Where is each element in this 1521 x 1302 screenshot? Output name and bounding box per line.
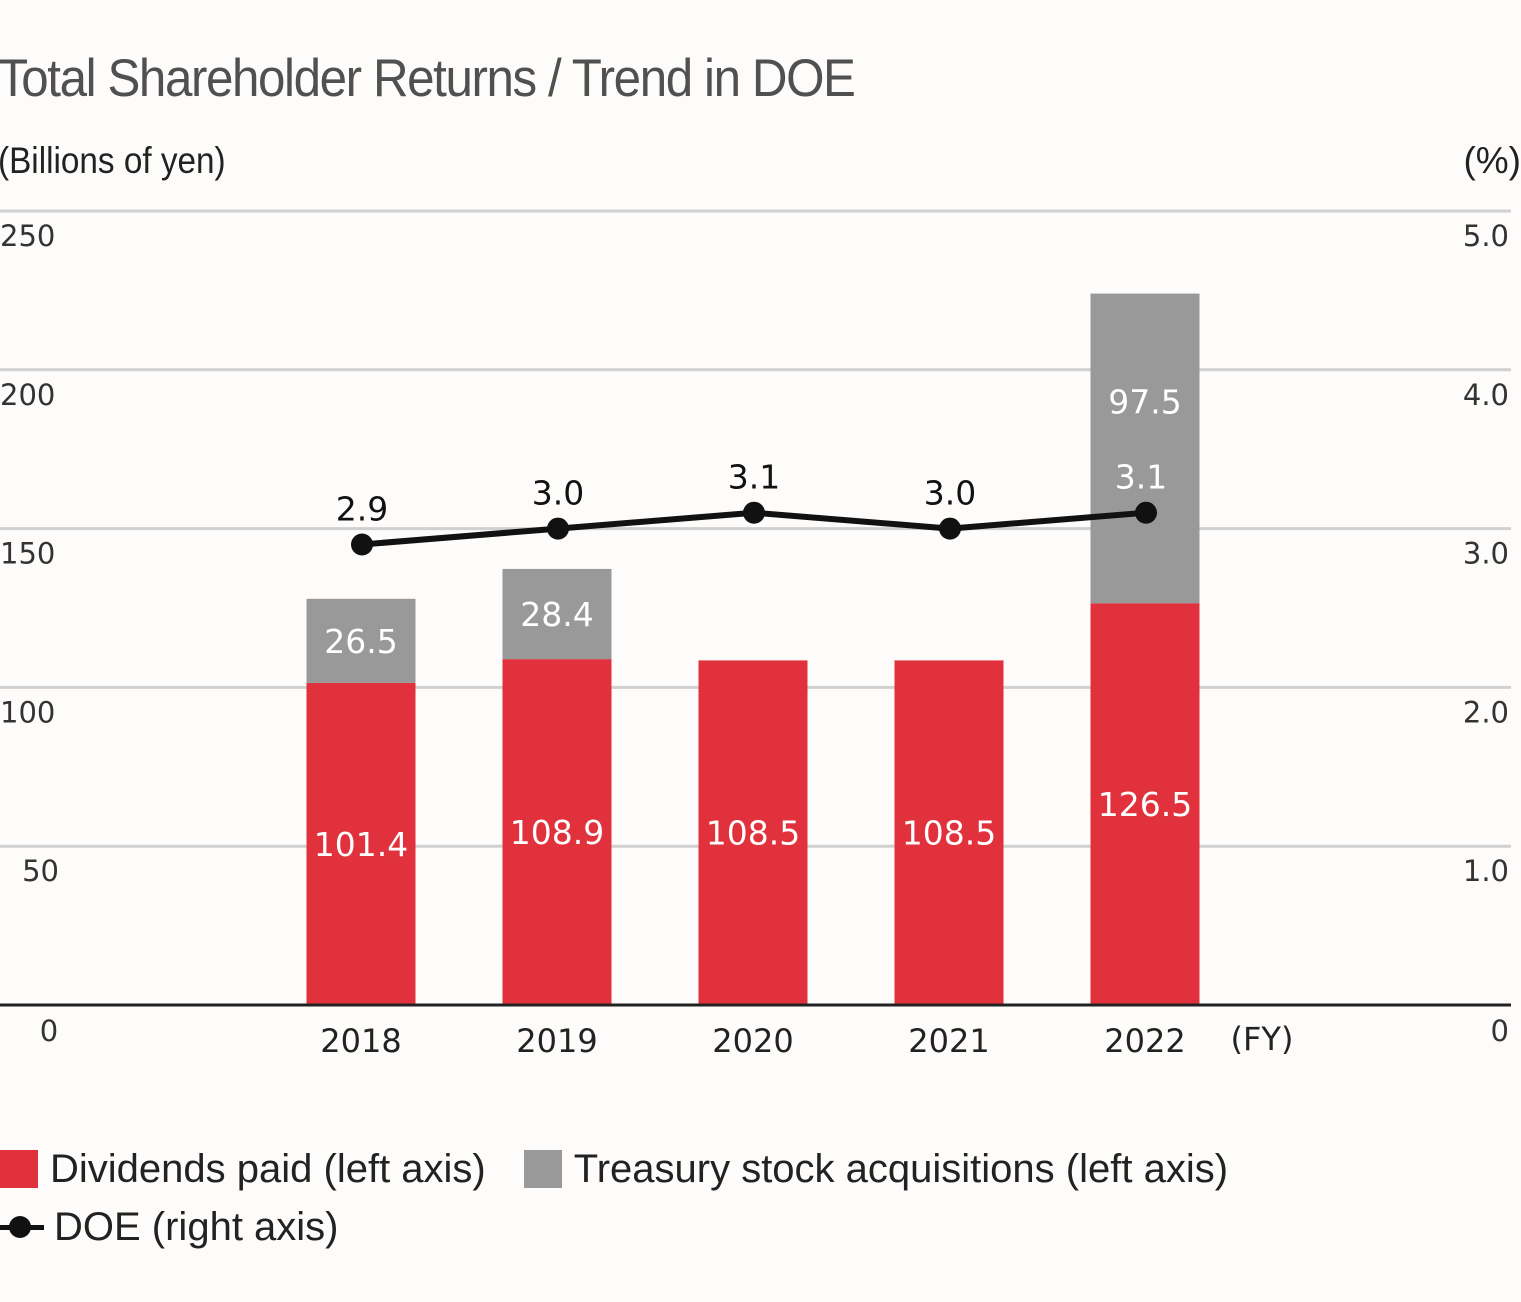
right-axis-unit-label: (%)	[1463, 140, 1521, 181]
legend-item-dividends: Dividends paid (left axis)	[0, 1147, 486, 1192]
bars: 101.4 26.5 108.9 28.4 108.5 108.5 126.5 97.5	[306, 293, 1200, 1005]
doe-point-marker	[743, 501, 765, 524]
left-axis-tick-label: 200	[0, 378, 55, 412]
right-axis-tick-label: 1.0	[1463, 854, 1509, 888]
x-axis-category-label: 2018	[320, 1022, 401, 1060]
x-axis-category-label: 2021	[908, 1022, 989, 1060]
bar-value-label-dividends: 101.4	[314, 825, 408, 864]
left-axis-tick-label: 0	[40, 1014, 58, 1048]
bar-dividends	[306, 682, 416, 1005]
left-axis-tick-label: 50	[22, 854, 59, 888]
bar-value-label-treasury: 28.4	[520, 595, 593, 634]
doe-value-label: 3.1	[1115, 458, 1167, 497]
right-axis-tick-label: 2.0	[1463, 695, 1509, 729]
bar-dividends	[502, 659, 612, 1005]
right-axis-tick-label: 5.0	[1463, 219, 1509, 253]
bar-value-label-dividends: 108.9	[510, 813, 604, 852]
bar-dividends	[698, 660, 808, 1005]
x-axis-category-label: 2020	[712, 1022, 793, 1060]
bar-value-label-dividends: 126.5	[1098, 785, 1192, 824]
doe-point-marker	[1135, 501, 1157, 524]
bar-dividends	[1090, 603, 1200, 1005]
right-axis-tick-label: 0	[1491, 1014, 1509, 1048]
doe-point-marker	[939, 517, 961, 540]
x-axis-category-label: 2022	[1104, 1022, 1185, 1060]
x-axis-unit-label: (FY)	[1231, 1020, 1294, 1058]
legend-swatch-red	[0, 1150, 38, 1188]
bar-value-label-dividends: 108.5	[706, 814, 800, 853]
legend-swatch-gray	[523, 1150, 562, 1188]
legend-label-dividends: Dividends paid (left axis)	[50, 1146, 486, 1191]
doe-value-label: 3.1	[728, 458, 780, 497]
right-axis-tick-label: 3.0	[1463, 537, 1509, 571]
left-axis-tick-label: 100	[0, 695, 55, 729]
legend-line-marker-icon	[0, 1208, 44, 1246]
bar-treasury	[1090, 293, 1200, 604]
bar-value-label-treasury: 97.5	[1108, 383, 1181, 422]
legend-label-doe: DOE (right axis)	[54, 1204, 339, 1249]
doe-point-marker	[351, 533, 373, 556]
chart-title: Total Shareholder Returns / Trend in DOE	[0, 49, 856, 108]
bar-value-label-treasury: 26.5	[324, 622, 397, 661]
legend-item-doe: DOE (right axis)	[0, 1205, 339, 1250]
bar-value-label-dividends: 108.5	[902, 814, 996, 853]
doe-value-label: 3.0	[924, 474, 976, 513]
axes: 0 0 50 1.0 100 2.0 150 3.0 200 4.0 250 5.0 2018 2019 2…	[0, 219, 1511, 1060]
legend-item-treasury: Treasury stock acquisitions (left axis)	[523, 1146, 1229, 1192]
doe-point-marker	[547, 517, 569, 540]
x-axis-category-label: 2019	[516, 1022, 597, 1060]
left-axis-tick-label: 250	[0, 219, 55, 253]
right-axis-tick-label: 4.0	[1463, 378, 1509, 412]
left-axis-unit-label: (Billions of yen)	[0, 140, 226, 181]
legend: Dividends paid (left axis) Treasury stoc…	[0, 1140, 1266, 1256]
doe-value-label: 2.9	[336, 489, 388, 528]
chart-plot: 101.4 26.5 108.9 28.4 108.5 108.5 126.5 97.5 2.…	[0, 209, 1511, 1060]
doe-line-series: 2.9 3.0 3.1 3.0 3.1	[336, 458, 1167, 556]
doe-value-label: 3.0	[532, 474, 584, 513]
bar-dividends	[894, 660, 1004, 1005]
left-axis-tick-label: 150	[0, 537, 55, 571]
legend-label-treasury: Treasury stock acquisitions (left axis)	[573, 1146, 1229, 1191]
gridlines	[0, 209, 1511, 848]
bar-treasury	[502, 568, 612, 660]
bar-treasury	[306, 598, 416, 683]
